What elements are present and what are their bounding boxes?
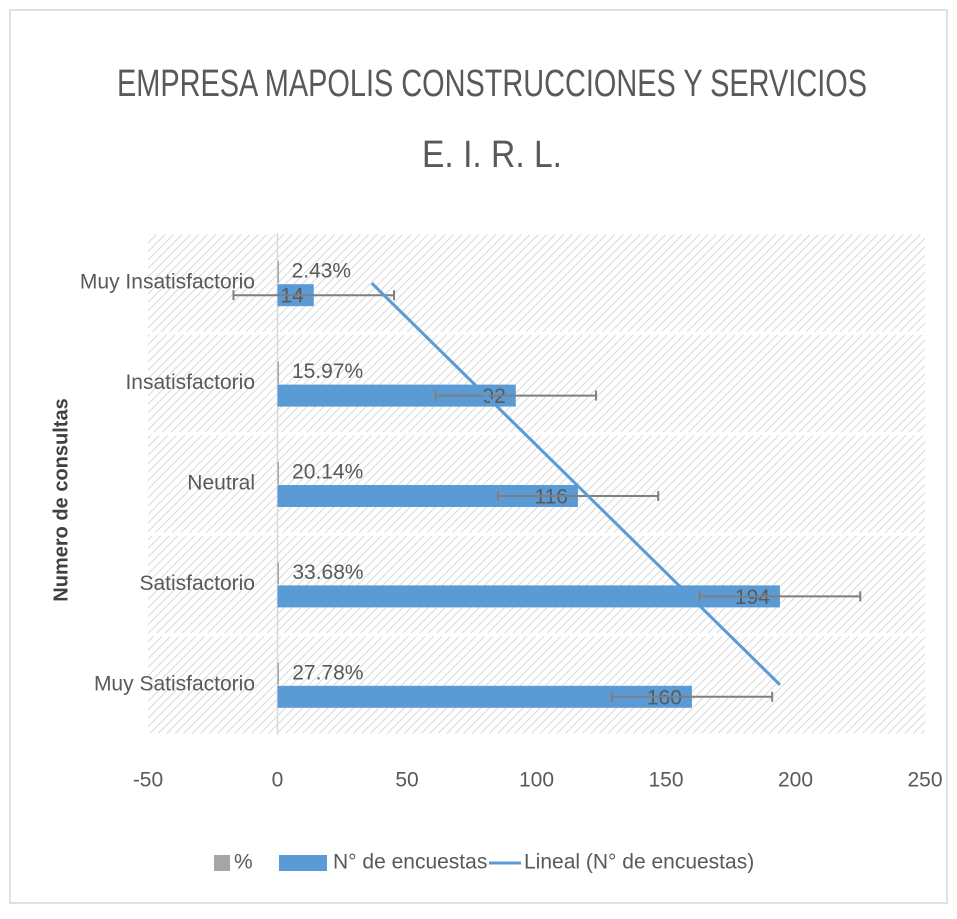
bar (277, 462, 279, 484)
x-tick-label: 250 (907, 769, 942, 792)
error-bar (232, 290, 396, 301)
data-label: 27.78% (292, 661, 363, 684)
legend-swatch (279, 855, 327, 871)
data-label: 2.43% (292, 260, 352, 283)
x-tick-label: 200 (778, 769, 813, 792)
data-label: 92 (482, 385, 505, 408)
x-tick-label: 150 (648, 769, 683, 792)
data-label: 116 (534, 486, 567, 509)
x-tick-label: 100 (519, 769, 554, 792)
data-label: 20.14% (292, 461, 363, 484)
error-bar (434, 390, 598, 401)
y-tick-label: Insatisfactorio (125, 371, 255, 394)
error-bar (610, 691, 774, 702)
x-tick-label: -50 (133, 769, 163, 792)
plot-area (148, 233, 925, 735)
x-tick-label: 0 (272, 769, 284, 792)
bar (277, 585, 780, 608)
data-label: 194 (735, 586, 770, 609)
bar (277, 485, 578, 507)
y-tick-label: Satisfactorio (139, 572, 255, 595)
data-label: 15.97% (292, 360, 363, 383)
bar (277, 685, 692, 708)
legend-label: % (234, 851, 253, 874)
bar (277, 662, 279, 685)
legend-swatch (214, 855, 230, 871)
trendline (370, 282, 782, 686)
chart-title: EMPRESA MAPOLIS CONSTRUCCIONES Y SERVICI… (117, 63, 867, 105)
chart-title: E. I. R. L. (422, 134, 562, 176)
data-label: 14 (280, 285, 304, 308)
x-tick-label: 50 (395, 769, 418, 792)
legend-label: N° de encuestas (333, 851, 487, 874)
y-tick-label: Muy Satisfactorio (94, 672, 255, 695)
bar (277, 261, 279, 284)
y-tick-label: Neutral (187, 472, 255, 495)
data-label: 160 (647, 686, 682, 709)
error-bar (698, 591, 862, 602)
y-tick-label: Muy Insatisfactorio (80, 271, 255, 294)
bar (277, 562, 279, 585)
data-label: 33.68% (292, 561, 363, 584)
legend-label: Lineal (N° de encuestas) (524, 851, 754, 874)
bar (277, 384, 516, 407)
error-bar (496, 491, 660, 501)
bar (277, 361, 279, 384)
y-axis-label: Numero de consultas (50, 398, 72, 601)
